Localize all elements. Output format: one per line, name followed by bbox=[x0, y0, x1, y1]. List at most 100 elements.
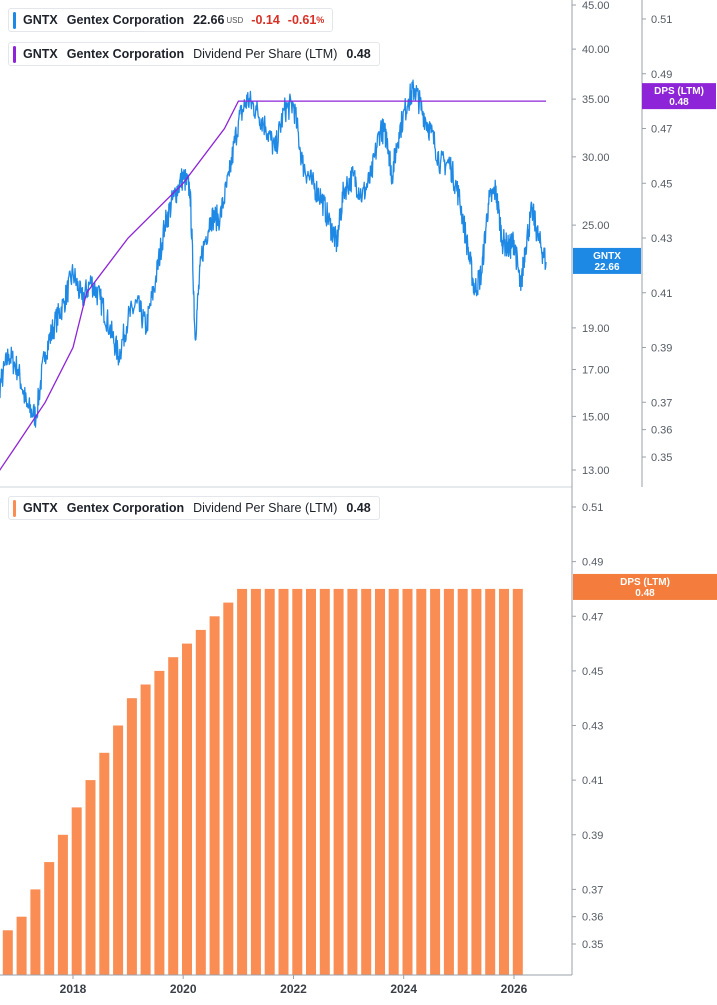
legend-dps-bottom[interactable]: GNTX Gentex Corporation Dividend Per Sha… bbox=[8, 496, 380, 520]
legend-dps-bottom-company: Gentex Corporation bbox=[66, 501, 185, 515]
dps-bottom-tick-label: 0.37 bbox=[582, 884, 603, 896]
legend-price[interactable]: GNTX Gentex Corporation 22.66 USD -0.14 … bbox=[8, 8, 334, 32]
dps-bar bbox=[278, 588, 289, 975]
legend-price-change: -0.14 bbox=[251, 13, 280, 27]
legend-dps-top-metric: Dividend Per Share (LTM) bbox=[193, 47, 338, 61]
dps-bar bbox=[430, 588, 441, 975]
dps-bottom-tick-label: 0.39 bbox=[582, 830, 603, 842]
legend-dps-bottom-metric: Dividend Per Share (LTM) bbox=[193, 501, 338, 515]
dps-top-tick-label: 0.49 bbox=[651, 69, 672, 81]
dps-bar bbox=[71, 807, 82, 975]
dps-bar bbox=[237, 588, 248, 975]
dps-bar bbox=[44, 862, 55, 975]
legend-price-value: 22.66 bbox=[193, 13, 225, 27]
dps-bar bbox=[375, 588, 385, 975]
dps-bar bbox=[416, 588, 427, 975]
dps-bar bbox=[140, 684, 151, 975]
dps-bar bbox=[85, 780, 96, 975]
year-tick-label: 2018 bbox=[60, 982, 87, 996]
dps-bar bbox=[126, 698, 137, 975]
axes: 13.00 15.00 17.00 19.00 25.00 30.00 35.00 40.00… bbox=[0, 0, 672, 996]
dps-bottom-tag: DPS (LTM)0.48 bbox=[573, 573, 717, 600]
dps-bar bbox=[402, 588, 413, 975]
legend-dps-bottom-ticker: GNTX bbox=[23, 501, 58, 515]
year-tick-label: 2026 bbox=[501, 982, 528, 996]
dps-bottom-tick-label: 0.45 bbox=[582, 666, 603, 678]
dps-bar bbox=[457, 588, 468, 975]
price-tick-label: 19.00 bbox=[582, 323, 610, 335]
legend-price-change-pct: -0.61 bbox=[287, 13, 317, 27]
dps-bar bbox=[250, 588, 261, 975]
legend-price-currency: USD bbox=[226, 15, 244, 25]
dps-bottom-tick-label: 0.36 bbox=[582, 912, 603, 924]
dps-top-tick-label: 0.41 bbox=[651, 288, 672, 300]
price-tag-label: GNTX bbox=[593, 251, 621, 262]
price-tick-label: 35.00 bbox=[582, 94, 610, 106]
price-panel bbox=[0, 79, 547, 471]
dps-top-tick-label: 0.51 bbox=[651, 14, 672, 26]
dps-series-line bbox=[0, 100, 546, 471]
dps-bar bbox=[209, 616, 220, 975]
legend-dps-top-ticker: GNTX bbox=[23, 47, 58, 61]
dps-bottom-tick-label: 0.49 bbox=[582, 557, 603, 569]
dps-top-tick-label: 0.43 bbox=[651, 233, 672, 245]
dps-bar bbox=[2, 930, 13, 975]
legend-price-ticker: GNTX bbox=[23, 13, 58, 27]
dps-bottom-tick-label: 0.47 bbox=[582, 611, 603, 623]
legend-dps-top-value: 0.48 bbox=[346, 47, 371, 61]
dps-bar bbox=[333, 588, 344, 975]
dps-top-tag-value: 0.48 bbox=[669, 97, 689, 108]
dps-bar bbox=[471, 588, 482, 975]
dps-bar bbox=[319, 588, 330, 975]
dps-bar bbox=[512, 588, 523, 975]
legend-dps-top-company: Gentex Corporation bbox=[66, 47, 185, 61]
dps-bar bbox=[16, 916, 27, 975]
dps-bar bbox=[195, 629, 206, 975]
dps-bar bbox=[306, 588, 316, 975]
year-tick-label: 2022 bbox=[280, 982, 307, 996]
dps-bar bbox=[154, 670, 165, 975]
dps-bar bbox=[292, 588, 303, 975]
dps-bottom-tag-bg bbox=[573, 573, 717, 600]
price-tick-label: 40.00 bbox=[582, 44, 610, 56]
dps-top-tick-label: 0.37 bbox=[651, 397, 672, 409]
dps-bar bbox=[347, 588, 358, 975]
dps-bar bbox=[113, 725, 124, 975]
dps-bar bbox=[182, 643, 192, 975]
dps-bar bbox=[264, 588, 275, 975]
legend-price-pct-sign: % bbox=[316, 15, 325, 25]
dps-bar bbox=[485, 588, 496, 975]
price-tick-label: 15.00 bbox=[582, 411, 610, 423]
legend-dps-bottom-swatch bbox=[13, 499, 16, 517]
dps-bar bbox=[443, 588, 454, 975]
price-tick-label: 45.00 bbox=[582, 0, 610, 12]
legend-dps-top-swatch bbox=[13, 45, 16, 63]
legend-dps-bottom-value: 0.48 bbox=[346, 501, 371, 515]
dps-top-tag: DPS (LTM)0.48 bbox=[642, 83, 716, 110]
legend-dps-top[interactable]: GNTX Gentex Corporation Dividend Per Sha… bbox=[8, 42, 380, 66]
price-series-line bbox=[0, 79, 547, 428]
price-tick-label: 13.00 bbox=[582, 465, 610, 477]
price-tag-value: 22.66 bbox=[594, 262, 619, 273]
dps-top-tick-label: 0.47 bbox=[651, 124, 672, 136]
dps-top-tag-label: DPS (LTM) bbox=[654, 86, 704, 97]
price-tick-label: 17.00 bbox=[582, 365, 610, 377]
dps-top-tag-bg bbox=[642, 83, 716, 110]
dps-bar bbox=[361, 588, 372, 975]
dps-top-tick-label: 0.36 bbox=[651, 425, 672, 437]
dps-bottom-tick-label: 0.43 bbox=[582, 721, 603, 733]
year-tick-label: 2024 bbox=[390, 982, 417, 996]
dps-bottom-tick-label: 0.51 bbox=[582, 502, 603, 514]
dps-top-tick-label: 0.45 bbox=[651, 178, 672, 190]
legend-price-swatch bbox=[13, 11, 16, 29]
dps-bar bbox=[388, 588, 399, 975]
price-tick-label: 30.00 bbox=[582, 152, 610, 164]
dps-bar bbox=[499, 588, 509, 975]
dps-bar bbox=[57, 834, 68, 976]
dps-top-tick-label: 0.39 bbox=[651, 343, 672, 355]
dps-top-tick-label: 0.35 bbox=[651, 452, 672, 464]
dps-bottom-tick-label: 0.35 bbox=[582, 939, 603, 951]
